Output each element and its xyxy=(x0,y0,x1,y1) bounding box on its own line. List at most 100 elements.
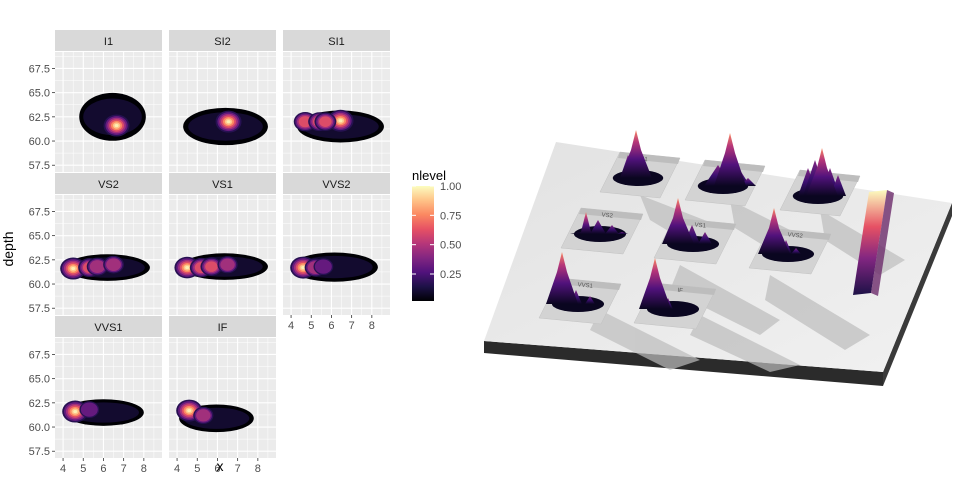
panel-background xyxy=(169,338,276,458)
density-peak-3d xyxy=(639,258,671,309)
density-peak xyxy=(187,409,192,413)
y-tick-label: 67.5 xyxy=(29,349,50,361)
facet-tile-3d-vvs1: VVS1 xyxy=(538,252,622,325)
x-tick-label: 4 xyxy=(288,320,294,332)
tile-label: VS1 xyxy=(694,222,707,229)
density-peak xyxy=(298,116,312,128)
x-tick-label: 4 xyxy=(60,463,66,475)
tile-label: VVS1 xyxy=(577,282,594,290)
y-tick-label: 60.0 xyxy=(29,279,50,291)
density-peak xyxy=(301,266,306,270)
facet-panel-vs1: VS1 xyxy=(169,173,276,315)
y-tick-label: 67.5 xyxy=(29,63,50,75)
facet-tile-3d-vs1: VS1 xyxy=(653,198,737,265)
facet-panel-vvs2: VVS2 4 5 6 7 8 xyxy=(283,173,390,332)
tile-strip xyxy=(672,218,736,230)
x-tick-label: 5 xyxy=(308,320,314,332)
facet-label: VVS2 xyxy=(322,179,350,191)
y-tick-label: 62.5 xyxy=(29,255,50,267)
tile-label: VVS2 xyxy=(787,232,804,240)
facet-tile-3d-vvs2: VVS2 xyxy=(748,208,832,275)
platform-side-right xyxy=(883,203,952,386)
density-peak xyxy=(80,402,98,417)
density-contours xyxy=(293,109,384,143)
density-contours xyxy=(79,92,146,141)
legend-tick-label: 0.50 xyxy=(440,240,461,252)
density-peak xyxy=(220,258,235,271)
gridlines xyxy=(55,338,162,458)
facet-panel-if: IF 4 5 6 7 8 xyxy=(169,316,276,475)
legend-tick-label: 0.75 xyxy=(440,210,461,222)
tile-strip xyxy=(579,208,643,220)
x-tick-label: 4 xyxy=(174,463,180,475)
density-spike-3d xyxy=(585,296,595,304)
facet-strip xyxy=(55,316,162,337)
density-peak-3d xyxy=(546,252,578,304)
y-tick-label: 62.5 xyxy=(29,398,50,410)
panel-background xyxy=(55,338,162,458)
y-tick-label: 62.5 xyxy=(29,112,50,124)
tile-label: IF xyxy=(677,288,683,295)
tile-strip xyxy=(557,278,621,290)
density-contours xyxy=(176,399,254,433)
legend-tick-label: 0.25 xyxy=(440,269,461,281)
facet-label: VS1 xyxy=(212,179,233,191)
facet-label: SI1 xyxy=(328,36,345,48)
density-peak xyxy=(106,258,121,271)
facet-tile-3d-vs2: VS2 xyxy=(560,207,644,255)
legend-tick-label: 1.00 xyxy=(440,181,461,193)
y-tick-label: 57.5 xyxy=(29,303,50,315)
density-peak xyxy=(73,409,78,414)
facet-strip xyxy=(169,30,276,51)
facet-tile-3d-si2: SI2 xyxy=(684,133,766,207)
legend: nlevel 0.25 0.50 0.75 1.00 xyxy=(412,168,461,301)
density-peak xyxy=(319,116,332,127)
tile-strip xyxy=(652,283,716,295)
faceted-density-chart: I1 57.5 60.0 62.5 65.0 67.5 SI2 SI1 VS2 57.5 60.0 6… xyxy=(0,30,461,475)
x-tick-label: 5 xyxy=(194,463,200,475)
x-tick-label: 8 xyxy=(255,463,261,475)
facet-panel-si2: SI2 xyxy=(169,30,276,172)
y-tick-label: 60.0 xyxy=(29,136,50,148)
y-tick-label: 65.0 xyxy=(29,88,50,100)
facet-strip xyxy=(283,30,390,51)
y-tick-label: 60.0 xyxy=(29,422,50,434)
y-tick-label: 65.0 xyxy=(29,231,50,243)
density-spike-3d xyxy=(698,232,712,244)
facet-tile-3d-if: IF xyxy=(633,258,717,330)
axis-titles: depth x xyxy=(0,231,224,474)
x-axis-title: x xyxy=(217,458,224,474)
x-tick-label: 8 xyxy=(369,320,375,332)
legend-ticks: 0.25 0.50 0.75 1.00 xyxy=(412,181,461,281)
facet-panel-vvs1: VVS1 57.5 60.0 62.5 65.0 67.5 4 5 6 7 8 xyxy=(29,316,162,475)
density-peak xyxy=(226,120,231,124)
density-peak-3d xyxy=(806,148,838,196)
x-tick-label: 8 xyxy=(141,463,147,475)
facet-label: SI2 xyxy=(214,36,231,48)
tile-label: I1 xyxy=(642,157,648,164)
y-tick-label: 57.5 xyxy=(29,160,50,172)
tile-label: VS2 xyxy=(601,212,614,219)
facet-strip xyxy=(55,173,162,194)
density-peak-3d xyxy=(714,133,746,186)
x-tick-label: 7 xyxy=(349,320,355,332)
density-spike-3d xyxy=(791,248,801,254)
facet-strip xyxy=(283,173,390,194)
density-spike-3d xyxy=(616,232,628,234)
density-peak xyxy=(338,119,343,123)
density-peak xyxy=(196,409,211,422)
facet-tile-3d-i1: I1 xyxy=(599,130,681,199)
facet-label: I1 xyxy=(104,36,113,48)
facet-panels: I1 57.5 60.0 62.5 65.0 67.5 SI2 SI1 VS2 57.5 60.0 6… xyxy=(29,30,390,475)
density-peak-3d xyxy=(570,212,602,234)
legend-colorbar xyxy=(412,186,434,301)
facet-label: VVS1 xyxy=(94,322,122,334)
density-spike-3d xyxy=(590,220,606,234)
density-peak xyxy=(114,123,119,128)
x-tick-label: 7 xyxy=(121,463,127,475)
density-peak-3d xyxy=(758,208,790,254)
facet-panel-i1: I1 57.5 60.0 62.5 65.0 67.5 xyxy=(29,30,162,172)
density-contours xyxy=(183,107,268,146)
